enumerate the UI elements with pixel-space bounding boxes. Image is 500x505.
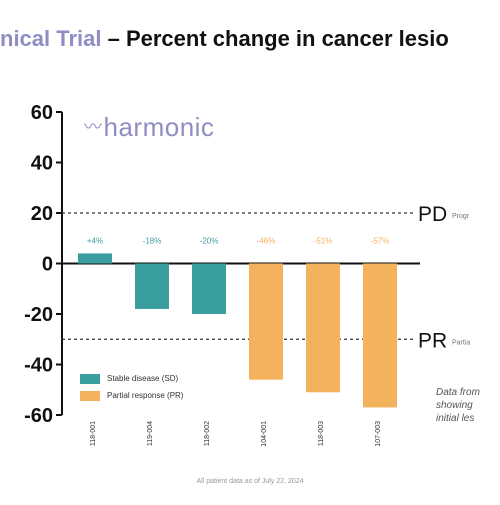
side-note: Data from showing initial les	[436, 386, 500, 425]
legend-swatch-sd	[80, 373, 100, 384]
legend: Stable disease (SD) Partial response (PR…	[80, 370, 230, 404]
x-tick-label: 119-004	[147, 421, 154, 446]
side-note-line: showing	[436, 400, 473, 411]
data-label: -51%	[314, 237, 333, 246]
bar	[306, 263, 340, 393]
reference-label: PD	[418, 203, 447, 226]
bar	[78, 253, 112, 264]
legend-item-sd: Stable disease (SD)	[80, 370, 230, 387]
chart-title: nical Trial – Percent change in cancer l…	[0, 26, 500, 62]
x-tick-label: 107-003	[375, 421, 382, 447]
logo: 〰harmonic	[84, 112, 214, 143]
data-label: -18%	[143, 237, 162, 246]
data-label: +4%	[87, 237, 103, 246]
data-label: -57%	[371, 237, 390, 246]
data-label: -46%	[257, 237, 276, 246]
chart-title-part2: – Percent change in cancer lesio	[101, 26, 449, 51]
legend-swatch-pr	[80, 390, 100, 401]
bar	[363, 263, 397, 408]
legend-label-pr: Partial response (PR)	[107, 391, 184, 400]
side-note-line: Data from	[436, 387, 480, 398]
legend-item-pr: Partial response (PR)	[80, 387, 230, 404]
bar	[135, 263, 169, 309]
y-tick-label: 40	[31, 153, 53, 175]
y-tick-label: 0	[42, 254, 53, 276]
logo-text: harmonic	[103, 112, 215, 142]
bar	[192, 263, 226, 314]
x-tick-label: 118-003	[318, 421, 325, 446]
bar	[249, 263, 283, 380]
footnote: All patient data as of July 22, 2024	[196, 478, 304, 485]
y-tick-label: 60	[31, 102, 53, 124]
logo-mark-icon: 〰	[84, 117, 103, 137]
reference-note: Partia	[452, 339, 470, 346]
legend-label-sd: Stable disease (SD)	[107, 374, 179, 383]
y-tick-label: -60	[24, 405, 53, 427]
y-tick-label: -20	[24, 304, 53, 326]
reference-label: PR	[418, 329, 447, 352]
reference-note: Progr	[452, 213, 470, 220]
data-label: -20%	[200, 237, 219, 246]
y-tick-label: 20	[31, 203, 53, 225]
y-tick-label: -40	[24, 355, 53, 377]
chart-title-part1: nical Trial	[0, 26, 102, 51]
x-tick-label: 104-001	[261, 421, 268, 447]
x-tick-label: 118-001	[90, 421, 97, 446]
side-note-line: initial les	[436, 413, 475, 424]
x-tick-label: 118-002	[204, 421, 211, 446]
